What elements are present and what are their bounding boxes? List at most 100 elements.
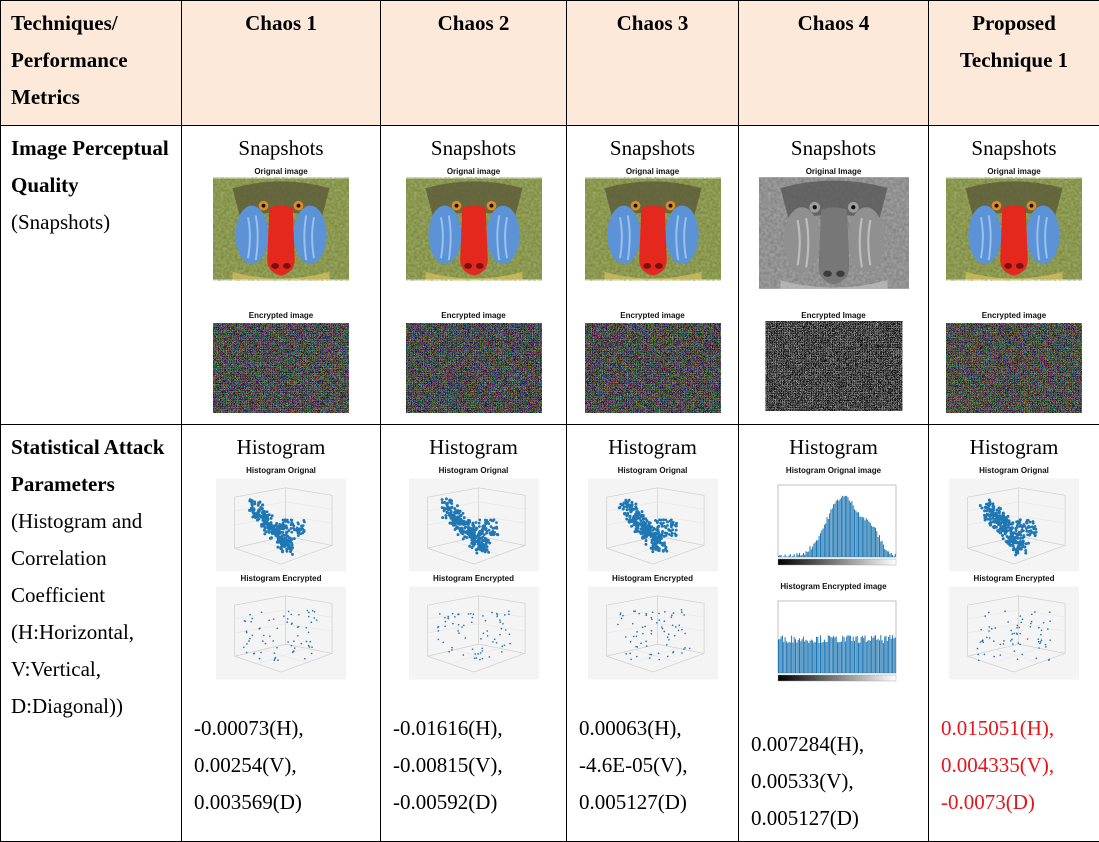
figure-shape [617, 624, 619, 626]
figure-shape [288, 611, 290, 613]
image-caption: Encrypted Image [743, 311, 924, 321]
figure-shape [296, 530, 299, 533]
figure-shape [1019, 615, 1021, 617]
figure-shape [440, 498, 443, 501]
figure-shape [656, 526, 659, 529]
figure-shape [783, 207, 819, 271]
figure-shape [447, 616, 449, 618]
figure-shape [477, 522, 480, 525]
figure-shape [1038, 647, 1040, 649]
figure-shape [290, 519, 293, 522]
figure-image [216, 584, 346, 682]
figure-shape [1000, 654, 1002, 656]
figure-shape [284, 533, 287, 536]
figure-shape [851, 501, 852, 557]
figure-shape [980, 507, 983, 510]
figure-image [216, 476, 346, 574]
figure-shape [509, 643, 511, 645]
figure-shape [1029, 533, 1032, 536]
figure-shape [779, 555, 780, 557]
figure-shape [858, 643, 859, 673]
figure-shape [257, 514, 260, 517]
figure-shape [458, 632, 460, 634]
figure-shape [263, 519, 266, 522]
figure-shape [817, 637, 818, 673]
figure-shape [668, 519, 671, 522]
figure-shape [303, 530, 306, 533]
figure-shape [645, 614, 647, 616]
figure-shape [281, 542, 284, 545]
figure-shape [848, 501, 849, 558]
figure-shape [1006, 542, 1009, 545]
figure-shape [257, 504, 260, 507]
figure-shape [276, 530, 279, 533]
figure-image [946, 177, 1082, 281]
cell-heading: Histogram [933, 429, 1095, 466]
figure-shape [628, 515, 631, 518]
figure-shape [667, 528, 670, 531]
figure-shape [268, 531, 271, 534]
figure-shape [864, 635, 865, 673]
figure-shape [477, 537, 480, 540]
figure-shape [663, 611, 665, 613]
figure-shape [1011, 526, 1014, 529]
figure-shape [854, 641, 855, 673]
figure-shape [644, 543, 647, 546]
figure-image [406, 321, 542, 415]
figure-shape [484, 620, 486, 622]
figure-shape [826, 517, 827, 557]
figure-shape [877, 537, 878, 557]
figure-shape [663, 544, 666, 547]
figure-shape [663, 620, 665, 622]
figure-shape [462, 624, 464, 626]
figure-shape [799, 553, 800, 557]
figure-shape [830, 510, 831, 558]
figure-image [213, 321, 349, 415]
figure-shape [1031, 614, 1033, 616]
figure-shape [267, 206, 295, 276]
figure-shape [999, 507, 1002, 510]
figure-shape [837, 500, 838, 557]
figure-shape [863, 638, 864, 673]
figure-shape [640, 642, 642, 644]
figure-shape [508, 610, 510, 612]
figure-shape [288, 529, 291, 532]
figure-shape [642, 520, 645, 523]
figure-shape [667, 634, 669, 636]
figure-shape [1007, 526, 1010, 529]
figure-shape [453, 512, 456, 515]
figure-shape [992, 509, 995, 512]
image-caption: Histogram Encrypted [571, 574, 734, 584]
figure-shape [859, 643, 860, 674]
figure-shape [464, 522, 467, 525]
figure-shape [501, 646, 503, 648]
figure-shape [271, 514, 274, 517]
figure-shape [1007, 621, 1009, 623]
image-caption: Encrypted image [385, 311, 562, 321]
figure-shape [797, 640, 798, 673]
figure-shape [629, 653, 631, 655]
figure-shape [869, 523, 870, 557]
figure-shape [1004, 531, 1007, 534]
figure-shape [820, 533, 821, 557]
figure-shape [297, 521, 300, 524]
figure-shape [835, 501, 836, 557]
figure-shape [816, 540, 817, 557]
figure-shape [660, 525, 663, 528]
header-cell: Chaos 3 [567, 1, 739, 126]
figure-shape [884, 637, 885, 673]
figure-image [588, 476, 718, 574]
figure-shape [297, 204, 301, 208]
figure-shape [649, 535, 652, 538]
image-caption: Histogram Orignal [571, 466, 734, 476]
figure-shape [791, 636, 792, 673]
figure-shape [835, 637, 836, 674]
figure-shape [665, 550, 668, 553]
figure-shape [263, 529, 266, 532]
figure-shape [622, 615, 624, 617]
figure-shape [641, 627, 643, 629]
image-caption: Encrypted image [186, 311, 376, 321]
figure-shape [1034, 528, 1037, 531]
figure-shape [879, 640, 880, 673]
figure-shape [673, 635, 675, 637]
